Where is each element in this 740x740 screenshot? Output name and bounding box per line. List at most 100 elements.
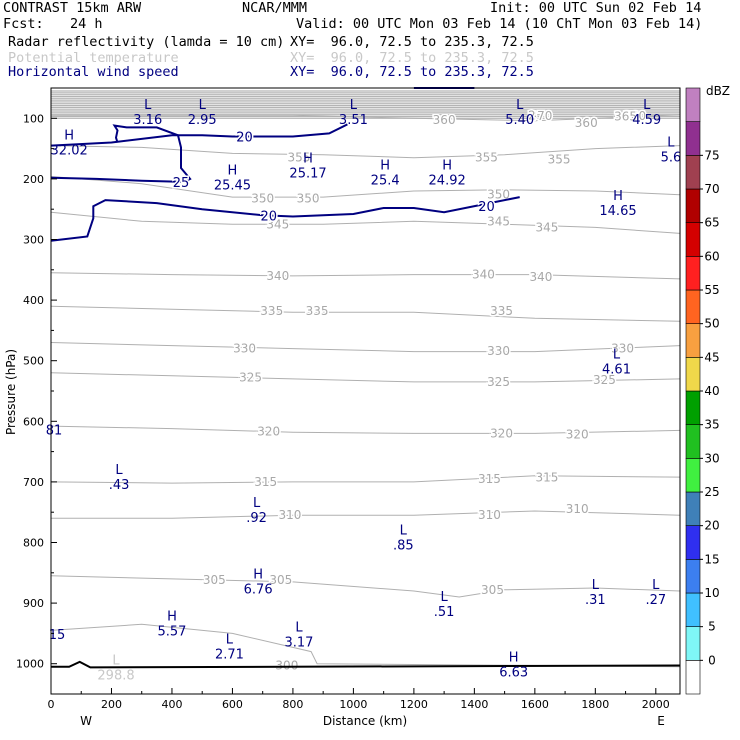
theta-label: 315: [254, 475, 277, 489]
colorbar-label: 55: [704, 283, 719, 297]
y-tick-label: 1000: [16, 658, 44, 671]
field-xy-wind: XY= 96.0, 72.5 to 235.3, 72.5: [290, 64, 534, 80]
theta-label: 310: [478, 508, 501, 522]
extremum-value: 14.65: [599, 204, 636, 219]
theta-label: 350: [487, 188, 510, 202]
theta-contour-315: [50, 475, 681, 484]
theta-label: 320: [257, 425, 280, 439]
colorbar-unit: dBZ: [706, 84, 730, 98]
colorbar-swatch: [685, 458, 701, 493]
x-axis-title: Distance (km): [323, 714, 407, 728]
wind-label: 20: [478, 200, 495, 215]
terrain-line: [51, 660, 681, 669]
theta-label: 330: [611, 342, 634, 356]
colorbar-swatch: [685, 188, 701, 223]
theta-label: 320: [490, 426, 513, 440]
theta-label: 355: [288, 151, 311, 165]
colorbar-label: 35: [704, 418, 719, 432]
colorbar-label: 60: [704, 249, 719, 263]
theta-label: 325: [487, 375, 510, 389]
extremum-value: .85: [393, 538, 414, 553]
colorbar-swatch: [685, 491, 701, 526]
y-axis-title: Pressure (hPa): [4, 349, 18, 435]
extremum-kind: L: [592, 578, 600, 593]
theta-label: 350: [251, 191, 274, 205]
extremum-kind: L: [226, 633, 234, 648]
theta-label: 320: [566, 428, 589, 442]
extremum-kind: H: [442, 159, 452, 174]
theta-label: 310: [278, 508, 301, 522]
theta-label: 355: [548, 153, 571, 167]
extremum-value: 25.45: [214, 178, 251, 193]
extremum-kind: L: [253, 496, 261, 511]
theta-contour-305: [50, 575, 681, 598]
fcst-label: Fcst:: [3, 16, 44, 32]
field-name-reflectivity: Radar reflectivity (lamda = 10 cm): [8, 34, 285, 50]
init-time: Init: 00 UTC Sun 02 Feb 14: [490, 0, 702, 16]
x-tick-label: 1600: [521, 698, 549, 711]
field-xy-theta: XY= 96.0, 72.5 to 235.3, 72.5: [290, 50, 534, 66]
x-tick-label: 1400: [460, 698, 488, 711]
theta-label: 355: [475, 151, 498, 165]
theta-label: 305: [269, 573, 292, 587]
y-tick-label: 200: [23, 173, 44, 186]
theta-label: 345: [487, 214, 510, 228]
wind-contour-20: [50, 196, 520, 242]
extremum-kind: L: [652, 578, 660, 593]
theta-label: 310: [566, 502, 589, 516]
x-tick-label: 200: [101, 698, 122, 711]
colorbar-label: 75: [704, 148, 719, 162]
colorbar-label: 45: [704, 350, 719, 364]
theta-contour-330: [50, 342, 681, 353]
extremum-kind: L: [144, 98, 152, 113]
extremum-kind: H: [253, 568, 263, 583]
colorbar-swatch: [685, 424, 701, 459]
extremum-kind: L: [400, 523, 408, 538]
y-tick-label: 800: [23, 537, 44, 550]
extremum-kind: H: [167, 609, 177, 624]
colorbar-swatch: [685, 323, 701, 358]
west-label: W: [80, 714, 92, 728]
colorbar-swatch: [685, 525, 701, 560]
extremum-kind: L: [667, 136, 675, 151]
wind-label: 20: [260, 209, 277, 224]
extremum-kind: L: [516, 98, 524, 113]
theta-contour-335: [50, 305, 681, 322]
y-tick-label: 400: [23, 294, 44, 307]
extremum-value: 6.63: [499, 666, 528, 681]
extremum-value: .31: [585, 593, 606, 608]
theta-label: 335: [490, 304, 513, 318]
colorbar-label: 20: [704, 519, 719, 533]
y-tick-label: 900: [23, 597, 44, 610]
extremum-kind: H: [380, 159, 390, 174]
colorbar-label: 0: [708, 653, 716, 667]
extremum-value: 15: [49, 628, 66, 643]
wind-contours: 20 25 20 20: [50, 87, 681, 669]
theta-label: 365: [614, 109, 637, 123]
wind-contour-20: [50, 123, 348, 147]
colorbar-label: 70: [704, 182, 719, 196]
theta-label: 345: [266, 217, 289, 231]
theta-label: 340: [529, 270, 552, 284]
x-tick-label: 400: [161, 698, 182, 711]
extremum-value: 25.4: [371, 174, 400, 189]
extremum-value: 4.61: [602, 363, 631, 378]
y-tick-label: 600: [23, 415, 44, 428]
wind-label: 20: [236, 130, 253, 145]
extremum-value: 2.71: [215, 648, 244, 663]
colorbar-label: 30: [704, 451, 719, 465]
colorbar-label: 65: [704, 216, 719, 230]
extremum-kind: H: [228, 163, 238, 178]
extremum-value: 32.02: [51, 143, 88, 158]
field-name-theta: Potential temperature: [8, 50, 179, 66]
theta-contour-310: [51, 510, 681, 519]
colorbar-swatch: [685, 121, 701, 156]
field-name-wind: Horizontal wind speed: [8, 64, 179, 80]
theta-label: 360: [433, 113, 456, 127]
extremum-value: .51: [434, 605, 455, 620]
org-label: NCAR/MMM: [242, 0, 308, 16]
theta-label: 360: [575, 116, 598, 130]
extremum-value: 5.6: [661, 151, 682, 166]
theta-contour-300: [50, 623, 681, 668]
